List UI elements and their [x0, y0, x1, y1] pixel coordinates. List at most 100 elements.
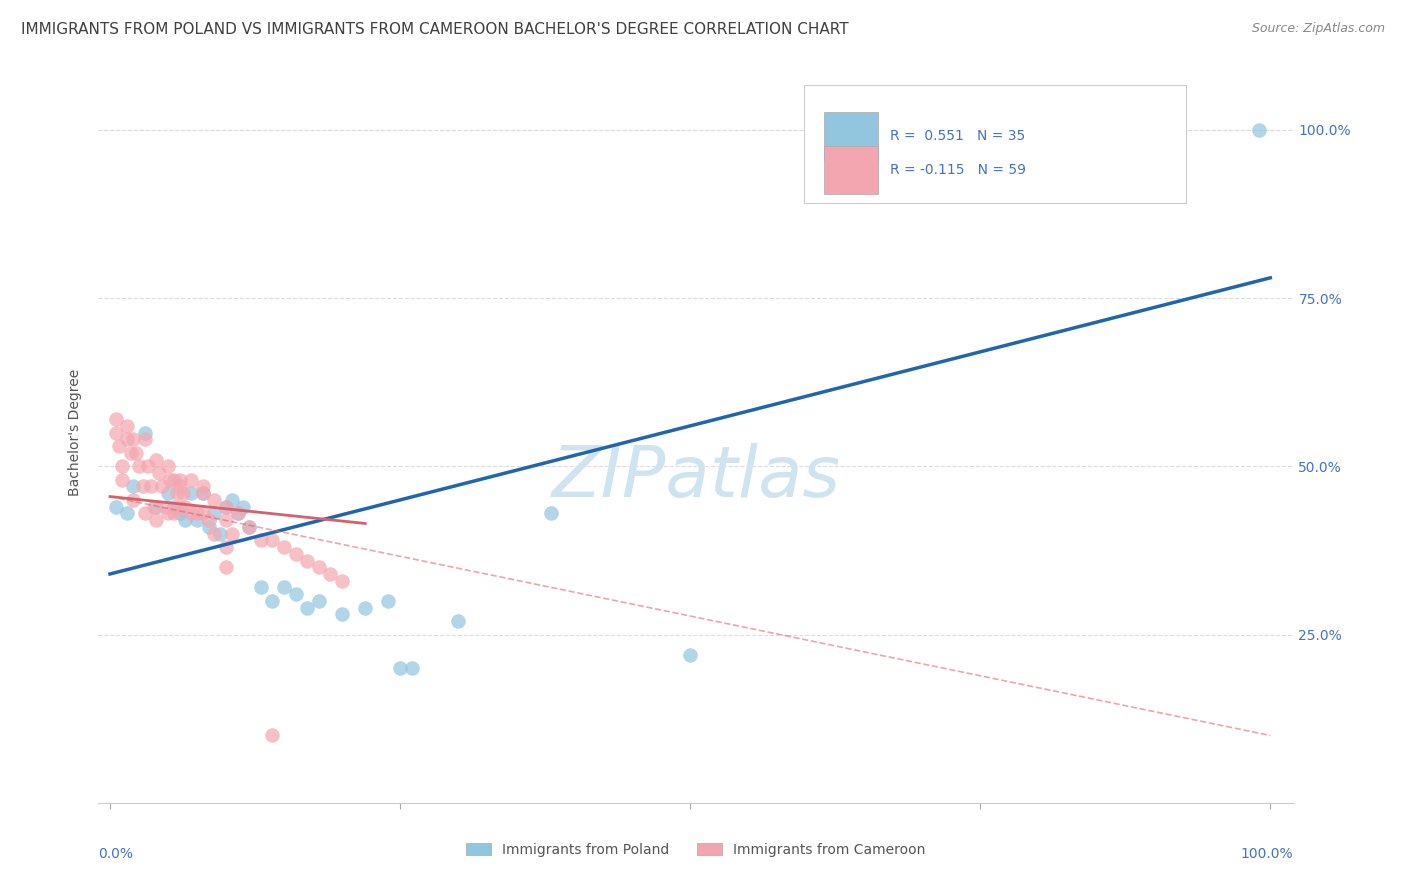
Point	[145, 452, 167, 467]
Point	[232, 500, 254, 514]
Point	[215, 513, 238, 527]
Point	[150, 479, 173, 493]
Point	[136, 459, 159, 474]
Point	[174, 513, 197, 527]
Point	[1247, 122, 1270, 136]
Text: 100.0%: 100.0%	[1241, 847, 1294, 861]
Point	[186, 507, 208, 521]
Point	[174, 500, 197, 514]
Point	[679, 648, 702, 662]
Point	[104, 500, 127, 514]
Point	[120, 446, 142, 460]
Point	[134, 425, 156, 440]
Point	[111, 473, 134, 487]
Point	[169, 473, 191, 487]
Point	[215, 560, 238, 574]
Point	[377, 594, 399, 608]
Point	[204, 526, 226, 541]
Text: Source: ZipAtlas.com: Source: ZipAtlas.com	[1251, 22, 1385, 36]
Point	[180, 486, 202, 500]
Point	[215, 500, 238, 514]
Point	[139, 479, 162, 493]
Point	[148, 466, 170, 480]
Point	[117, 433, 139, 447]
Point	[159, 473, 181, 487]
Point	[180, 473, 202, 487]
Point	[297, 600, 319, 615]
Point	[297, 553, 319, 567]
Point	[191, 507, 214, 521]
Point	[215, 540, 238, 554]
Text: R =  0.551   N = 35: R = 0.551 N = 35	[890, 128, 1025, 143]
Point	[191, 486, 214, 500]
Point	[262, 594, 284, 608]
Point	[172, 486, 194, 500]
Point	[108, 439, 131, 453]
Point	[122, 433, 145, 447]
Point	[163, 473, 186, 487]
Point	[308, 594, 330, 608]
Point	[157, 459, 180, 474]
Point	[145, 513, 167, 527]
Point	[204, 507, 226, 521]
Point	[191, 479, 214, 493]
Point	[145, 500, 167, 514]
Point	[157, 507, 180, 521]
Point	[401, 661, 423, 675]
Point	[117, 507, 139, 521]
Point	[143, 500, 166, 514]
Point	[163, 507, 186, 521]
Point	[117, 418, 139, 433]
Legend: Immigrants from Poland, Immigrants from Cameroon: Immigrants from Poland, Immigrants from …	[461, 838, 931, 863]
Point	[104, 412, 127, 426]
FancyBboxPatch shape	[824, 145, 877, 194]
Point	[308, 560, 330, 574]
Point	[273, 581, 295, 595]
Point	[166, 486, 188, 500]
Point	[221, 492, 243, 507]
Point	[111, 459, 134, 474]
Point	[250, 533, 273, 548]
Point	[163, 500, 186, 514]
Point	[238, 520, 260, 534]
Point	[221, 526, 243, 541]
Point	[273, 540, 295, 554]
Point	[128, 459, 150, 474]
Point	[262, 729, 284, 743]
Point	[122, 492, 145, 507]
Point	[354, 600, 377, 615]
Point	[131, 479, 153, 493]
Point	[155, 500, 177, 514]
Point	[204, 492, 226, 507]
Text: 0.0%: 0.0%	[98, 847, 134, 861]
Point	[191, 486, 214, 500]
Point	[169, 507, 191, 521]
Point	[284, 587, 307, 601]
Point	[319, 566, 342, 581]
Point	[330, 607, 353, 622]
Point	[226, 507, 249, 521]
Text: IMMIGRANTS FROM POLAND VS IMMIGRANTS FROM CAMEROON BACHELOR'S DEGREE CORRELATION: IMMIGRANTS FROM POLAND VS IMMIGRANTS FRO…	[21, 22, 849, 37]
Point	[389, 661, 412, 675]
Point	[284, 547, 307, 561]
Point	[186, 513, 208, 527]
Point	[124, 446, 146, 460]
Point	[197, 520, 219, 534]
Point	[215, 500, 238, 514]
Point	[250, 581, 273, 595]
Point	[157, 486, 180, 500]
Point	[134, 433, 156, 447]
Point	[180, 507, 202, 521]
Point	[209, 526, 232, 541]
Point	[262, 533, 284, 548]
Point	[226, 507, 249, 521]
Point	[540, 507, 562, 521]
Text: ZIPatlas: ZIPatlas	[551, 442, 841, 511]
Point	[330, 574, 353, 588]
Point	[197, 513, 219, 527]
Text: R = -0.115   N = 59: R = -0.115 N = 59	[890, 163, 1025, 177]
Point	[169, 479, 191, 493]
Y-axis label: Bachelor's Degree: Bachelor's Degree	[69, 369, 83, 496]
Point	[122, 479, 145, 493]
Point	[169, 500, 191, 514]
